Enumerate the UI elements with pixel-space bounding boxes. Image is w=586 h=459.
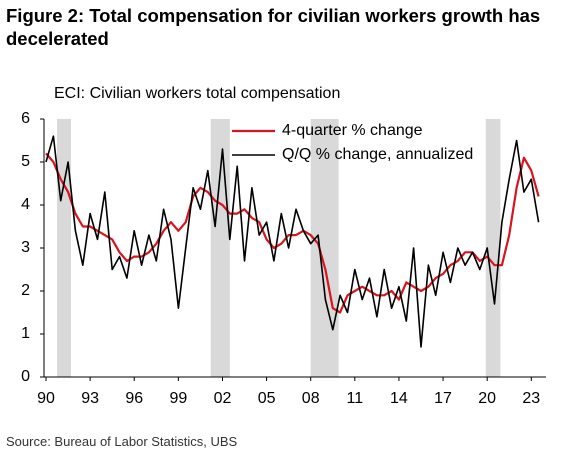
x-tick-label: 17 bbox=[434, 390, 452, 407]
x-tick-label: 08 bbox=[302, 390, 320, 407]
legend-label: 4-quarter % change bbox=[282, 122, 423, 139]
recession-band bbox=[57, 119, 71, 377]
x-tick-label: 99 bbox=[169, 390, 187, 407]
chart-subtitle: ECI: Civilian workers total compensation bbox=[54, 85, 340, 102]
x-tick-label: 93 bbox=[81, 390, 99, 407]
x-tick-label: 05 bbox=[258, 390, 276, 407]
series-line bbox=[45, 135, 540, 348]
chart: ECI: Civilian workers total compensation… bbox=[21, 85, 546, 407]
source-note: Source: Bureau of Labor Statistics, UBS bbox=[6, 434, 238, 449]
x-tick-label: 14 bbox=[390, 390, 408, 407]
y-tick-label: 2 bbox=[21, 282, 30, 299]
series-line bbox=[45, 152, 540, 314]
recession-band bbox=[485, 119, 501, 377]
x-tick-label: 90 bbox=[37, 390, 55, 407]
x-tick-label: 96 bbox=[125, 390, 143, 407]
y-tick-label: 3 bbox=[21, 239, 30, 256]
x-tick-label: 20 bbox=[478, 390, 496, 407]
y-tick-label: 6 bbox=[21, 110, 30, 127]
x-tick-label: 23 bbox=[522, 390, 540, 407]
y-tick-label: 5 bbox=[21, 153, 30, 170]
y-tick-label: 1 bbox=[21, 325, 30, 342]
x-tick-label: 02 bbox=[214, 390, 232, 407]
legend-label: Q/Q % change, annualized bbox=[282, 146, 473, 163]
y-tick-label: 4 bbox=[21, 196, 30, 213]
x-tick-label: 11 bbox=[347, 390, 364, 407]
chart-title: Figure 2: Total compensation for civilia… bbox=[6, 5, 541, 49]
recession-band bbox=[310, 119, 339, 377]
recession-band bbox=[210, 119, 230, 377]
y-tick-label: 0 bbox=[21, 368, 30, 385]
